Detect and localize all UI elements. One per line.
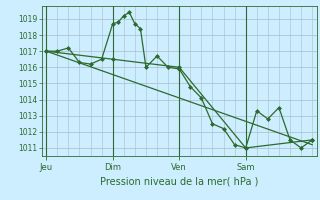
X-axis label: Pression niveau de la mer( hPa ): Pression niveau de la mer( hPa ) [100,176,258,186]
